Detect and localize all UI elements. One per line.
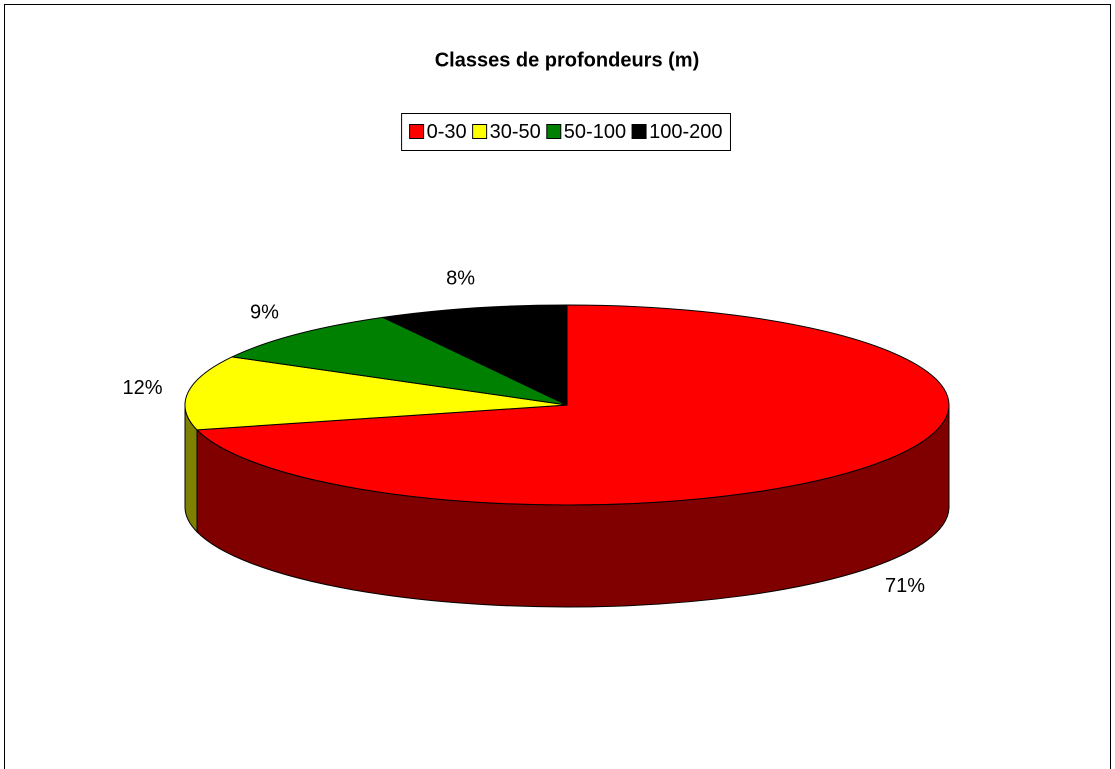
data-label: 12% — [123, 377, 163, 399]
data-label: 8% — [446, 267, 475, 289]
chart-title: Classes de profondeurs (m) — [435, 49, 700, 71]
legend-box — [401, 113, 731, 151]
pie-slice — [381, 304, 568, 406]
data-label: 9% — [250, 301, 279, 323]
pie-slice — [184, 356, 568, 431]
legend-swatch — [546, 124, 562, 139]
legend-label: 100-200 — [649, 121, 722, 143]
legend: 0-30 30-50 50-100 100-200 — [401, 113, 731, 151]
legend-swatch — [409, 124, 425, 139]
legend-label: 0-30 — [427, 121, 467, 143]
data-label: 71% — [885, 575, 925, 597]
legend-label: 30-50 — [490, 121, 541, 143]
legend-label: 50-100 — [564, 121, 626, 143]
pie-slice — [230, 316, 568, 406]
pie-slice — [195, 304, 950, 506]
legend-swatch — [631, 124, 647, 139]
legend-swatch — [472, 124, 488, 139]
